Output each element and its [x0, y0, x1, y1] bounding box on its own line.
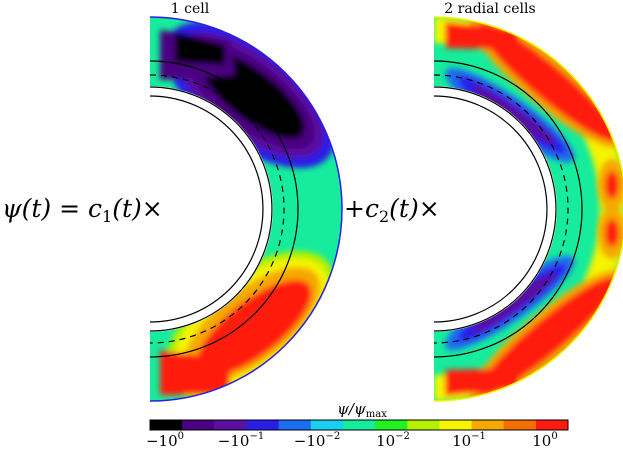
colorbar-tick-label: −100 — [146, 431, 184, 450]
colorbar-label: ψ/ψ — [337, 400, 366, 418]
colorbar-segment — [342, 420, 376, 430]
outer-boundary — [149, 16, 343, 402]
inner-shell-line — [433, 86, 557, 332]
colorbar-segment — [182, 420, 215, 430]
colorbar-segment — [503, 420, 537, 430]
panel-title-two-radial-cells: 2 radial cells — [444, 1, 535, 17]
inner-core-line — [149, 95, 264, 323]
colorbar-tick-label: −10−1 — [218, 431, 264, 450]
colorbar: ψ/ψmax −100 −10−1 −10−2 10−2 10−1 100 — [146, 400, 569, 450]
colorbar-label-sub: max — [366, 409, 387, 420]
dashed-shell-line — [149, 74, 285, 344]
equation-lhs: ψ(t) = c — [2, 194, 102, 223]
colorbar-tick-label: 10−1 — [452, 431, 486, 450]
colorbar-segment — [471, 420, 505, 430]
colorbar-segment — [310, 420, 344, 430]
colorbar-segment — [407, 420, 440, 430]
colorbar-tick-label: −10−2 — [294, 431, 340, 450]
equation: ψ(t) = c1(t)× +c2(t)× — [2, 194, 440, 226]
equation-c2-tail: (t)× — [389, 194, 440, 223]
contour-field-one-cell — [150, 17, 342, 401]
colorbar-frame — [149, 419, 569, 431]
panel-two-radial-cells: 2 radial cells — [433, 1, 623, 402]
svg-text:+c2(t)×: +c2(t)× — [344, 194, 440, 226]
colorbar-segments — [150, 420, 569, 430]
colorbar-segment — [214, 420, 247, 430]
panel-title-one-cell: 1 cell — [171, 1, 210, 17]
inner-shell-line — [149, 86, 273, 332]
colorbar-tick-label: 100 — [532, 431, 557, 450]
equation-c1-sub: 1 — [102, 207, 112, 226]
colorbar-segment — [246, 420, 280, 430]
colorbar-tick-label: 10−2 — [376, 431, 410, 450]
equation-plus-c2: +c — [344, 194, 379, 223]
equation-c1-tail: (t)× — [112, 194, 163, 223]
outer-boundary — [433, 16, 623, 402]
dashed-shell-line — [433, 74, 569, 344]
colorbar-segment — [375, 420, 408, 430]
svg-text:ψ/ψmax: ψ/ψmax — [337, 400, 387, 420]
colorbar-segment — [150, 420, 183, 430]
outer-shell-line — [149, 60, 299, 358]
colorbar-segment — [535, 420, 569, 430]
contour-field-two-cells — [434, 17, 623, 401]
inner-core-line — [433, 95, 548, 323]
svg-text:ψ(t) = c1(t)×: ψ(t) = c1(t)× — [2, 194, 163, 226]
colorbar-segment — [278, 420, 312, 430]
colorbar-segment — [439, 420, 473, 430]
equation-c2-sub: 2 — [379, 207, 389, 226]
outer-shell-line — [433, 60, 583, 358]
panel-one-cell: 1 cell — [149, 1, 343, 402]
colorbar-ticks: −100 −10−1 −10−2 10−2 10−1 100 — [146, 431, 558, 450]
